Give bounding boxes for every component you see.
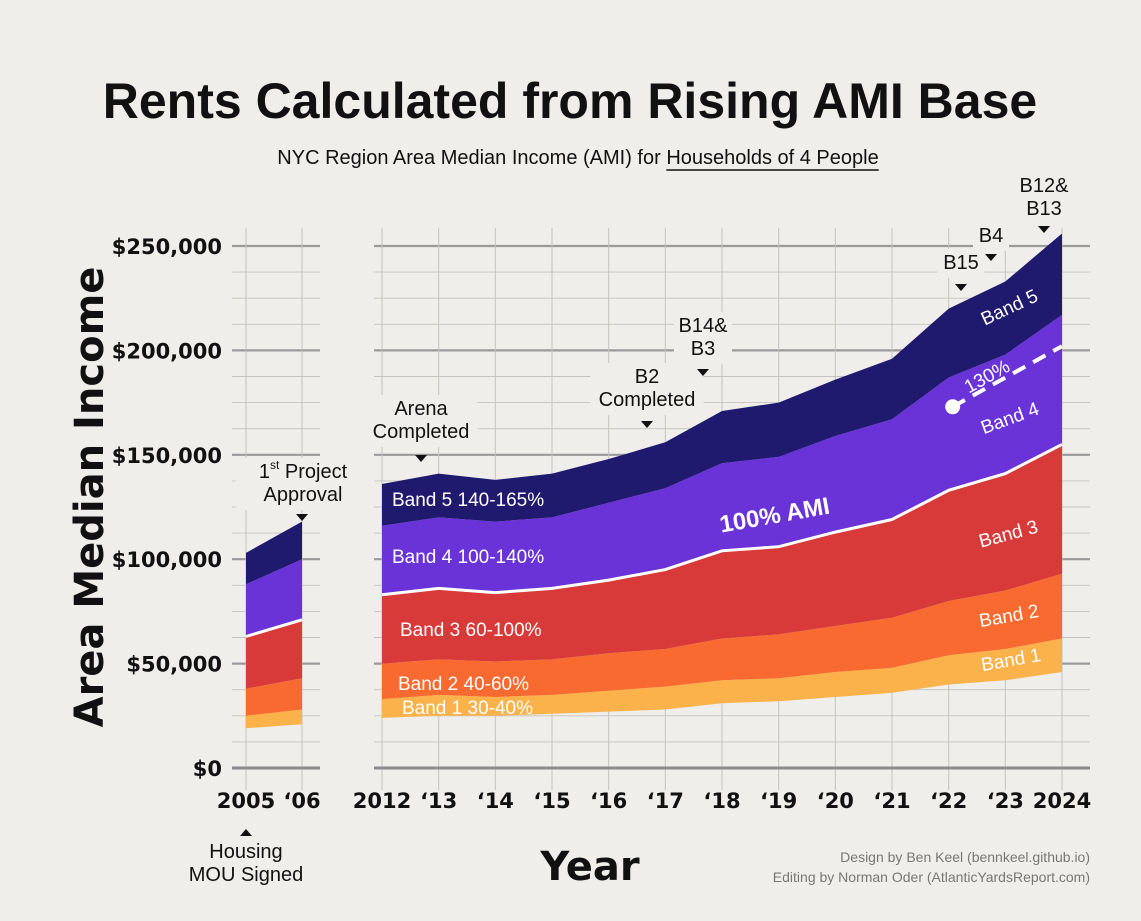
annotation-text: B3 bbox=[691, 338, 715, 360]
annotation-marker bbox=[955, 284, 967, 291]
x-tick-label: ‘06 bbox=[283, 789, 320, 813]
annotation-text: MOU Signed bbox=[189, 864, 304, 886]
band-label-left-5: Band 5 140-165% bbox=[392, 490, 544, 511]
annotation-text: Arena bbox=[394, 398, 448, 420]
credit-editing: Editing by Norman Oder (AtlanticYardsRep… bbox=[773, 869, 1090, 885]
y-tick-label: $0 bbox=[193, 757, 222, 781]
annotation-text: B13 bbox=[1026, 198, 1062, 220]
area-band-2 bbox=[382, 573, 1062, 700]
area-band-1 bbox=[382, 638, 1062, 718]
y-axis-title: Area Median Income bbox=[67, 267, 113, 728]
annotation-text: 1st Project bbox=[259, 458, 348, 483]
area-band-2 bbox=[246, 678, 302, 716]
annotation-bg bbox=[973, 222, 1009, 251]
ami-130-line bbox=[951, 344, 1063, 409]
annotation-marker bbox=[1038, 226, 1050, 233]
annotation-bg bbox=[235, 458, 371, 510]
annotation-marker bbox=[240, 829, 252, 836]
annotation-marker bbox=[296, 514, 308, 521]
annotation-bg bbox=[364, 395, 478, 447]
credit-design: Design by Ben Keel (bennkeel.github.io) bbox=[840, 849, 1090, 865]
annotation-text: B4 bbox=[979, 225, 1003, 247]
area-band-3 bbox=[382, 444, 1062, 664]
annotation-text: B14& bbox=[679, 315, 729, 337]
area-band-4 bbox=[382, 314, 1062, 595]
annotation-marker bbox=[415, 455, 427, 462]
annotation-text: B12& bbox=[1020, 175, 1070, 197]
x-tick-label: ‘14 bbox=[477, 789, 514, 813]
x-tick-label: ‘21 bbox=[873, 789, 910, 813]
annotation-bg bbox=[184, 838, 308, 890]
x-tick-label: 2024 bbox=[1033, 789, 1091, 813]
x-tick-label: ‘17 bbox=[647, 789, 684, 813]
x-tick-label: ‘19 bbox=[760, 789, 797, 813]
ami-130-start-dot bbox=[945, 399, 961, 415]
y-tick-label: $100,000 bbox=[112, 548, 222, 572]
x-tick-labels: 2005 ‘06 2012 ‘13 ‘14 ‘15 ‘16 ‘17 ‘18 ‘19 ‘20 ‘21 ‘2… bbox=[217, 789, 1091, 813]
y-tick-label: $150,000 bbox=[112, 444, 222, 468]
annotation-ordinal: 1 bbox=[259, 461, 270, 483]
y-tick-label: $50,000 bbox=[126, 653, 222, 677]
area-band-4 bbox=[246, 559, 302, 637]
annotation-text: B15 bbox=[943, 252, 979, 274]
x-axis-title: Year bbox=[539, 844, 639, 890]
annotation-superscript: st bbox=[270, 458, 280, 472]
subtitle-underlined: Households of 4 People bbox=[666, 147, 878, 169]
annotation-rest: Project bbox=[279, 461, 347, 483]
annotation-marker bbox=[697, 369, 709, 376]
annotation-marker bbox=[985, 254, 997, 261]
y-tick-label: $250,000 bbox=[112, 235, 222, 259]
x-tick-label: ‘20 bbox=[817, 789, 854, 813]
annotation-bg bbox=[590, 363, 704, 415]
chart-title: Rents Calculated from Rising AMI Base bbox=[103, 73, 1037, 129]
y-tick-labels: $0 $50,000 $100,000 $150,000 $200,000 $250,00… bbox=[112, 235, 222, 781]
annotation-bg bbox=[937, 249, 985, 278]
band-areas bbox=[245, 233, 1063, 729]
chart-subtitle: NYC Region Area Median Income (AMI) for … bbox=[277, 147, 878, 169]
ami-100-line bbox=[245, 618, 303, 638]
area-band-5 bbox=[246, 521, 302, 585]
x-tick-label: ‘16 bbox=[590, 789, 627, 813]
x-tick-label: 2012 bbox=[353, 789, 411, 813]
x-tick-label: ‘22 bbox=[930, 789, 967, 813]
band-label-left-2: Band 2 40-60% bbox=[398, 674, 529, 695]
annotation-text: B2 bbox=[635, 366, 659, 388]
annotation-marker bbox=[641, 421, 653, 428]
area-band-5 bbox=[382, 233, 1062, 526]
subtitle-prefix: NYC Region Area Median Income (AMI) for bbox=[277, 147, 666, 169]
annotation-bg bbox=[1015, 172, 1073, 224]
annotation-bg bbox=[674, 312, 732, 364]
y-tick-label: $200,000 bbox=[112, 339, 222, 363]
area-band-3 bbox=[246, 619, 302, 689]
annotation-text: Housing bbox=[209, 841, 282, 863]
band-label-left-1: Band 1 30-40% bbox=[402, 698, 533, 719]
x-tick-label: ‘15 bbox=[533, 789, 570, 813]
x-tick-label: 2005 bbox=[217, 789, 275, 813]
annotation-text: Completed bbox=[599, 389, 696, 411]
area-band-1 bbox=[246, 709, 302, 729]
band-label-left-3: Band 3 60-100% bbox=[400, 620, 542, 641]
annotation-text: Completed bbox=[373, 421, 470, 443]
annotation-text: Approval bbox=[264, 484, 343, 506]
ami-100-line bbox=[381, 443, 1063, 597]
x-tick-label: ‘18 bbox=[703, 789, 740, 813]
x-tick-label: ‘13 bbox=[420, 789, 457, 813]
x-tick-label: ‘23 bbox=[987, 789, 1024, 813]
band-label-left-4: Band 4 100-140% bbox=[392, 547, 544, 568]
